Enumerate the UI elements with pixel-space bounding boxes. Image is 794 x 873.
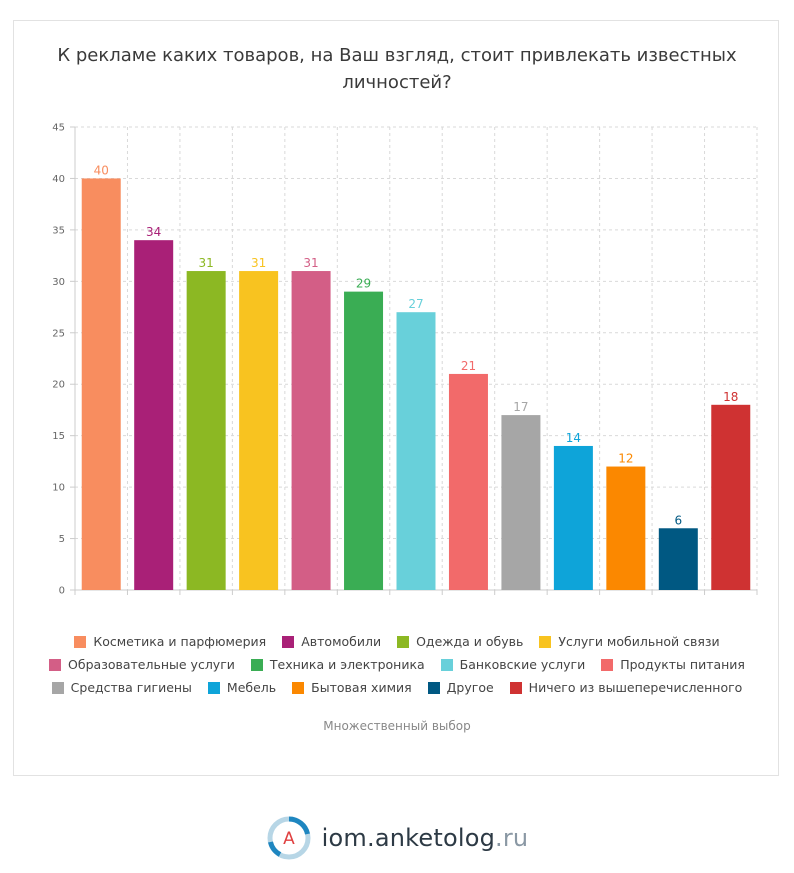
footer-brand[interactable]: A iom.anketolog.ru xyxy=(0,812,794,864)
legend-label: Продукты питания xyxy=(620,657,745,672)
legend-swatch xyxy=(49,658,62,671)
legend-label: Техника и электроника xyxy=(269,657,425,672)
bar-2 xyxy=(134,240,174,590)
legend-item[interactable]: Другое xyxy=(427,680,494,695)
legend-swatch xyxy=(601,658,614,671)
bar-value-label: 12 xyxy=(618,452,633,466)
bar-11 xyxy=(606,466,646,590)
legend-row: Образовательные услуги Техника и электрон… xyxy=(20,653,774,676)
legend-label: Другое xyxy=(446,680,494,695)
y-tick-label: 40 xyxy=(52,174,65,185)
bar-value-label: 17 xyxy=(513,400,528,414)
legend-item[interactable]: Одежда и обувь xyxy=(397,634,523,649)
bar-8 xyxy=(448,373,488,590)
legend-swatch xyxy=(51,681,64,694)
legend-swatch xyxy=(74,635,87,648)
brand-main: iom.anketolog xyxy=(321,824,496,852)
legend-swatch xyxy=(207,681,220,694)
legend-item[interactable]: Мебель xyxy=(207,680,277,695)
bar-value-label: 21 xyxy=(461,359,476,373)
bar-6 xyxy=(344,291,384,590)
chart-legend: Косметика и парфюмерия Автомобили Одежда и… xyxy=(20,630,774,699)
legend-label: Ничего из вышеперечисленного xyxy=(528,680,743,695)
legend-label: Косметика и парфюмерия xyxy=(93,634,267,649)
legend-item[interactable]: Услуги мобильной связи xyxy=(539,634,720,649)
legend-swatch xyxy=(282,635,295,648)
legend-row: Косметика и парфюмерия Автомобили Одежда и… xyxy=(20,630,774,653)
bar-value-label: 31 xyxy=(251,256,266,270)
bar-3 xyxy=(186,271,226,590)
bar-chart: 0 5 10 15 20 25 30 35 40 45 40 34 31 31 31 29 27 21 17 14 12… xyxy=(52,123,758,597)
legend-label: Образовательные услуги xyxy=(68,657,235,672)
legend-item[interactable]: Банковские услуги xyxy=(440,657,586,672)
legend-swatch xyxy=(539,635,552,648)
legend-row: Средства гигиены Мебель Бытовая химия Друго… xyxy=(20,676,774,699)
bar-value-label: 31 xyxy=(303,256,318,270)
y-tick-label: 5 xyxy=(59,534,65,545)
legend-swatch xyxy=(440,658,453,671)
legend-label: Бытовая химия xyxy=(311,680,412,695)
legend-swatch xyxy=(292,681,305,694)
bar-13 xyxy=(711,404,751,590)
chart-subtitle: Множественный выбор xyxy=(323,719,471,733)
legend-label: Услуги мобильной связи xyxy=(558,634,720,649)
legend-item[interactable]: Образовательные услуги xyxy=(49,657,235,672)
bar-value-label: 31 xyxy=(199,256,214,270)
y-tick-label: 20 xyxy=(52,380,65,391)
legend-item[interactable]: Косметика и парфюмерия xyxy=(74,634,266,649)
y-tick-label: 10 xyxy=(52,483,65,494)
legend-item[interactable]: Средства гигиены xyxy=(51,680,192,695)
legend-label: Банковские услуги xyxy=(459,657,586,672)
legend-item[interactable]: Автомобили xyxy=(282,634,381,649)
legend-label: Средства гигиены xyxy=(70,680,192,695)
logo-letter: A xyxy=(283,829,295,849)
y-tick-label: 30 xyxy=(52,277,65,288)
bar-value-label: 14 xyxy=(566,431,581,445)
bar-value-label: 18 xyxy=(723,390,738,404)
legend-item[interactable]: Ничего из вышеперечисленного xyxy=(509,680,743,695)
bar-1 xyxy=(81,178,121,590)
bar-9 xyxy=(501,415,541,590)
bar-value-label: 40 xyxy=(94,163,109,177)
legend-swatch xyxy=(509,681,522,694)
y-tick-label: 0 xyxy=(59,586,65,597)
brand-name: iom.anketolog.ru xyxy=(322,824,529,852)
y-tick-label: 45 xyxy=(52,123,65,134)
bar-5 xyxy=(291,271,331,590)
bar-7 xyxy=(396,312,436,590)
legend-label: Автомобили xyxy=(301,634,382,649)
legend-label: Мебель xyxy=(226,680,277,695)
bar-value-label: 29 xyxy=(356,277,371,291)
legend-item[interactable]: Бытовая химия xyxy=(292,680,412,695)
legend-item[interactable]: Продукты питания xyxy=(601,657,745,672)
bar-value-label: 27 xyxy=(408,297,423,311)
bar-10 xyxy=(553,445,593,590)
legend-swatch xyxy=(250,658,263,671)
chart-title: К рекламе каких товаров, на Ваш взгляд, … xyxy=(57,45,737,93)
y-tick-label: 25 xyxy=(52,328,65,339)
legend-label: Одежда и обувь xyxy=(416,634,524,649)
anketolog-logo-icon: A xyxy=(267,816,311,860)
bar-value-label: 34 xyxy=(146,225,161,239)
bar-12 xyxy=(658,528,698,590)
legend-swatch xyxy=(397,635,410,648)
bar-value-label: 6 xyxy=(674,513,682,527)
legend-item[interactable]: Техника и электроника xyxy=(250,657,425,672)
y-tick-label: 35 xyxy=(52,225,65,236)
brand-tld: .ru xyxy=(495,824,529,852)
bar-4 xyxy=(239,271,279,590)
legend-swatch xyxy=(427,681,440,694)
y-tick-label: 15 xyxy=(52,431,65,442)
